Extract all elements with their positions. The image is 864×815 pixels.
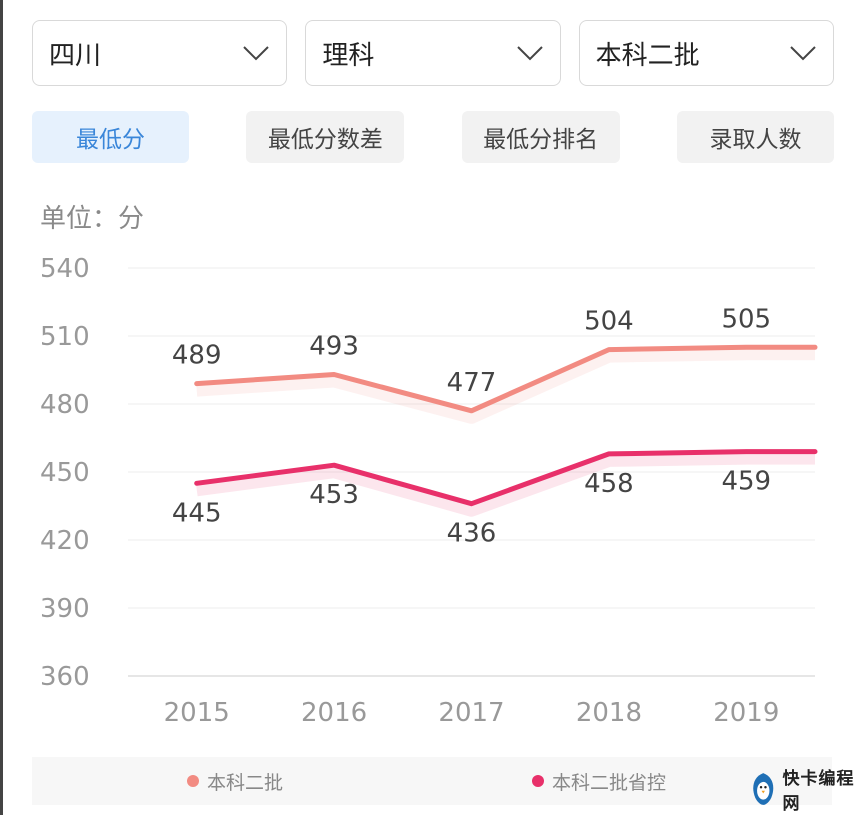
- series-line-shadow: [195, 450, 815, 517]
- data-label: 489: [172, 341, 222, 371]
- x-tick-label: 2016: [301, 698, 367, 728]
- data-point: [469, 501, 474, 506]
- series-line: [194, 449, 818, 507]
- batch-select-value: 本科二批: [595, 40, 700, 71]
- window-left-border: [0, 0, 3, 815]
- data-label: 445: [172, 498, 222, 528]
- data-label: 505: [721, 304, 771, 334]
- filter-bar: 四川 理科 本科二批: [32, 20, 834, 86]
- data-point: [332, 463, 337, 468]
- tab-min-score[interactable]: 最低分: [32, 111, 189, 163]
- x-tick-label: 2018: [576, 698, 642, 728]
- bird-logo-icon: [753, 773, 774, 805]
- legend-item-series2[interactable]: 本科二批省控: [532, 768, 666, 795]
- province-select[interactable]: 四川: [32, 20, 288, 86]
- data-point: [744, 345, 749, 350]
- data-label: 504: [584, 307, 634, 337]
- legend-label: 本科二批: [207, 771, 284, 794]
- data-point: [606, 451, 611, 456]
- chevron-down-icon: [516, 39, 544, 67]
- y-tick-label: 480: [40, 390, 90, 420]
- y-tick-label: 390: [40, 594, 90, 624]
- data-point: [606, 347, 611, 352]
- data-label: 477: [447, 368, 497, 398]
- data-label: 453: [309, 480, 359, 510]
- x-tick-label: 2015: [164, 698, 230, 728]
- chevron-down-icon: [789, 39, 817, 67]
- tab-admission-count[interactable]: 录取人数: [676, 111, 834, 163]
- tab-min-score-diff[interactable]: 最低分数差: [246, 111, 405, 163]
- watermark-text: 快卡编程网: [782, 769, 855, 814]
- data-point: [194, 381, 199, 386]
- watermark: 快卡编程网: [750, 765, 862, 814]
- province-select-value: 四川: [49, 40, 102, 71]
- y-tick-label: 360: [40, 662, 90, 692]
- x-tick-label: 2019: [713, 698, 779, 728]
- data-point: [194, 481, 199, 486]
- batch-select[interactable]: 本科二批: [578, 20, 834, 86]
- series-line-shadow: [196, 346, 815, 424]
- subject-select-value: 理科: [322, 40, 375, 71]
- data-label: 459: [721, 467, 771, 497]
- y-tick-label: 510: [40, 322, 90, 352]
- y-tick-label: 420: [40, 526, 90, 556]
- y-tick-label: 450: [40, 458, 90, 488]
- data-point: [332, 372, 337, 377]
- legend-label: 本科二批省控: [552, 771, 667, 794]
- data-label: 493: [309, 332, 359, 362]
- metric-tabs: 最低分 最低分数差 最低分排名 录取人数: [32, 111, 834, 163]
- x-tick-label: 2017: [438, 698, 504, 728]
- score-line-chart: 540 510 480 450 420 390 360 2015 2016 2017 2018 201…: [40, 254, 818, 728]
- series-line: [194, 344, 818, 414]
- chart-legend: 本科二批 本科二批省控: [32, 757, 832, 805]
- chevron-down-icon: [242, 39, 270, 67]
- legend-item-series1[interactable]: 本科二批: [187, 768, 283, 795]
- legend-dot-icon: [187, 775, 199, 787]
- subject-select[interactable]: 理科: [305, 20, 561, 86]
- data-point: [469, 408, 474, 413]
- unit-label: 单位：分: [40, 204, 145, 234]
- legend-dot-icon: [532, 775, 544, 787]
- y-tick-label: 540: [40, 254, 90, 284]
- data-label: 436: [447, 519, 497, 549]
- data-point: [744, 449, 749, 454]
- tab-min-score-rank[interactable]: 最低分排名: [461, 111, 620, 163]
- data-label: 458: [584, 469, 634, 499]
